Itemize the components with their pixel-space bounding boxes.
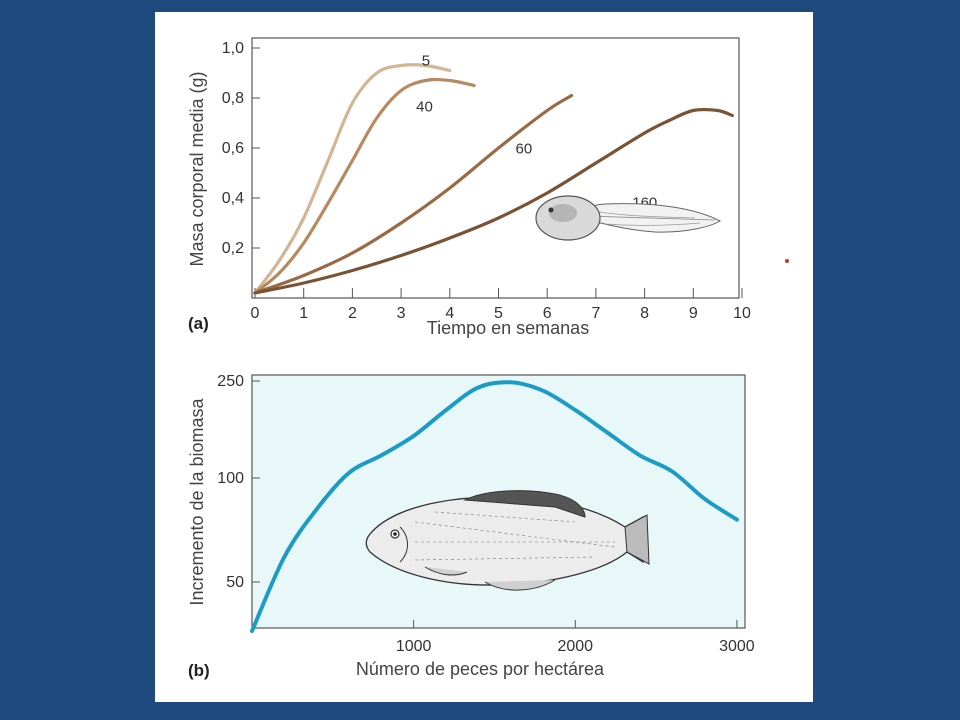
x-axis-title-a: Tiempo en semanas [427, 318, 589, 338]
series-line-160 [253, 107, 734, 295]
y-tick-label-a: 0,2 [222, 240, 244, 257]
series-label-60: 60 [516, 141, 533, 158]
series-label-40: 40 [416, 99, 433, 116]
panel-label-b: (b) [188, 661, 210, 680]
plot-area-a [251, 37, 740, 299]
y-tick-label-a: 1,0 [222, 40, 244, 57]
series-line-40 [253, 77, 476, 295]
x-tick-label-a: 3 [397, 305, 406, 322]
x-tick-label-b: 3000 [719, 638, 755, 655]
y-tick-label-b: 250 [217, 373, 244, 390]
x-ticks-a: 0 1 2 3 4 5 6 7 8 9 10 [251, 288, 751, 322]
series-line-5 [253, 63, 452, 295]
fish-illustration [365, 490, 650, 591]
x-axis-title-b: Número de peces por hectárea [356, 659, 605, 679]
x-tick-label-a: 1 [299, 305, 308, 322]
y-tick-label-a: 0,4 [222, 190, 244, 207]
y-tick-label-b: 50 [226, 574, 244, 591]
y-tick-label-b: 100 [217, 470, 244, 487]
x-tick-label-a: 0 [251, 305, 260, 322]
y-tick-label-a: 0,8 [222, 90, 244, 107]
x-tick-label-a: 4 [445, 305, 454, 322]
x-ticks-b: 1000 2000 3000 [396, 620, 755, 655]
x-tick-label-b: 2000 [557, 638, 593, 655]
x-tick-label-a: 2 [348, 305, 357, 322]
y-axis-title-a: Masa corporal media (g) [187, 71, 207, 266]
y-ticks-b: 50 100 250 [217, 373, 260, 591]
series-label-5: 5 [422, 53, 430, 70]
series-group-a [253, 63, 734, 295]
x-tick-label-a: 10 [733, 305, 751, 322]
y-axis-title-b: Incremento de la biomasa [187, 397, 207, 605]
x-tick-label-a: 9 [689, 305, 698, 322]
x-tick-label-a: 5 [494, 305, 503, 322]
y-tick-label-a: 0,6 [222, 140, 244, 157]
series-group-b [250, 380, 739, 633]
tadpole-illustration [535, 195, 722, 241]
x-tick-label-a: 6 [543, 305, 552, 322]
x-tick-label-a: 7 [591, 305, 600, 322]
series-line-60 [253, 93, 574, 295]
y-ticks-a: 0,2 0,4 0,6 0,8 1,0 [222, 40, 260, 257]
figure-page: 0,2 0,4 0,6 0,8 1,0 0 1 2 3 4 5 6 7 8 9 10 5 40 60 160 (a… [155, 12, 813, 702]
stray-dot [785, 259, 789, 263]
x-tick-label-a: 8 [640, 305, 649, 322]
panel-label-a: (a) [188, 314, 209, 333]
x-tick-label-b: 1000 [396, 638, 432, 655]
series-line-biomasa [250, 380, 739, 633]
chart-panel-b: 50 100 250 1000 2000 3000 (b) Número de pece… [187, 373, 755, 680]
